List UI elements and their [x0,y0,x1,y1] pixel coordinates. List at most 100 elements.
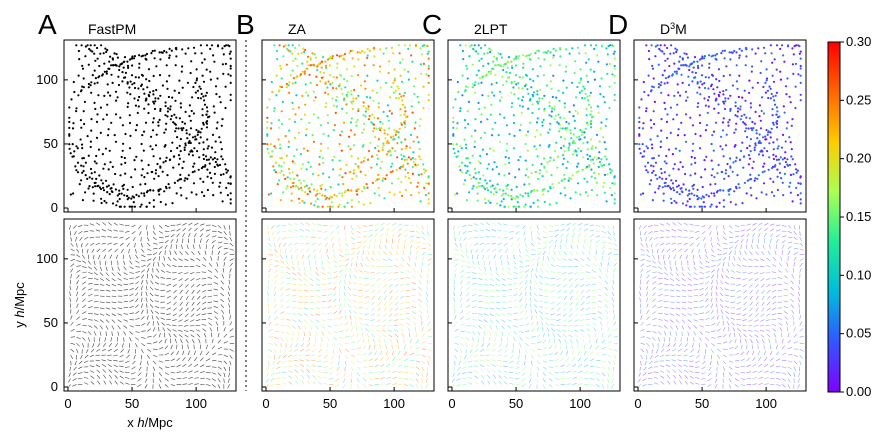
displacement-vector [350,236,355,241]
displacement-vector [421,252,426,256]
particle-point [349,121,353,124]
displacement-vector [550,289,555,293]
particle-point [278,179,281,182]
particle-point [657,154,660,157]
particle-point [367,118,370,121]
particle-point [583,44,587,47]
displacement-vector [454,258,459,261]
particle-point [717,163,720,167]
particle-point [81,157,84,160]
displacement-vector [548,225,554,228]
displacement-vector [413,268,417,273]
particle-point [552,56,555,60]
displacement-vector [228,225,230,230]
particle-point [698,147,702,150]
displacement-vector [156,268,160,273]
particle-point [76,161,80,164]
particle-point [209,78,212,81]
displacement-vector [558,338,561,344]
displacement-vector [420,267,423,273]
particle-point [647,74,650,77]
particle-point [783,157,786,160]
particle-point [558,64,561,67]
particle-point [320,142,323,145]
particle-point [295,76,298,79]
displacement-vector [368,344,371,350]
displacement-vector [311,242,316,246]
particle-point [515,83,518,86]
displacement-vector [217,372,222,377]
displacement-vector [119,370,124,373]
displacement-vector [560,228,565,232]
particle-point [121,80,124,83]
displacement-vector [536,360,541,365]
particle-point [590,116,594,119]
displacement-vector [323,360,328,364]
particle-point [226,169,229,172]
particle-point [329,185,332,189]
particle-point [364,87,367,90]
displacement-vector [280,271,285,273]
particle-point [523,183,526,186]
particle-point [267,193,270,196]
displacement-vector [139,231,142,236]
particle-point [289,50,292,53]
particle-point [527,192,530,195]
displacement-vector [473,230,479,232]
displacement-vector [612,285,614,291]
displacement-vector [141,337,146,339]
particle-point [492,60,495,63]
particle-point [491,91,494,94]
particle-point [512,58,516,61]
particle-point [303,50,306,54]
particle-point [670,179,673,182]
displacement-vector [272,360,275,366]
particle-point [543,58,546,61]
particle-point [414,158,417,161]
particle-point [521,87,524,90]
particle-point [452,126,455,129]
displacement-vector [399,278,405,280]
particle-point [219,141,222,144]
particle-point [146,189,149,192]
particle-point [75,169,78,172]
particle-point [548,185,552,188]
displacement-vector [574,319,579,322]
displacement-vector [613,262,617,267]
particle-point [359,170,362,173]
particle-point [304,191,307,194]
particle-point [639,193,643,196]
displacement-vector [597,306,603,309]
particle-point [741,96,744,99]
particle-point [229,57,232,60]
particle-point [105,72,108,75]
displacement-vector [460,323,465,326]
displacement-vector [275,372,281,374]
particle-point [301,70,304,73]
particle-point [638,133,641,136]
particle-point [143,107,146,110]
displacement-vector [126,354,130,359]
displacement-vector [103,374,107,379]
displacement-vector [513,254,515,260]
displacement-vector [141,291,143,297]
particle-point [392,81,395,84]
displacement-vector [180,339,183,344]
particle-point [113,134,116,137]
particle-point [771,74,774,77]
particle-point [492,67,495,70]
displacement-vector [525,337,530,339]
particle-point [585,114,588,117]
displacement-vector [530,303,532,308]
displacement-vector [70,321,74,326]
particle-point [684,113,688,116]
displacement-vector [213,306,219,309]
particle-point [581,168,584,171]
particle-point [673,94,676,97]
displacement-vector [534,309,538,314]
displacement-vector [411,288,416,291]
displacement-vector [297,266,301,271]
particle-point [792,72,795,75]
particle-point [273,145,276,148]
particle-point [88,176,91,179]
